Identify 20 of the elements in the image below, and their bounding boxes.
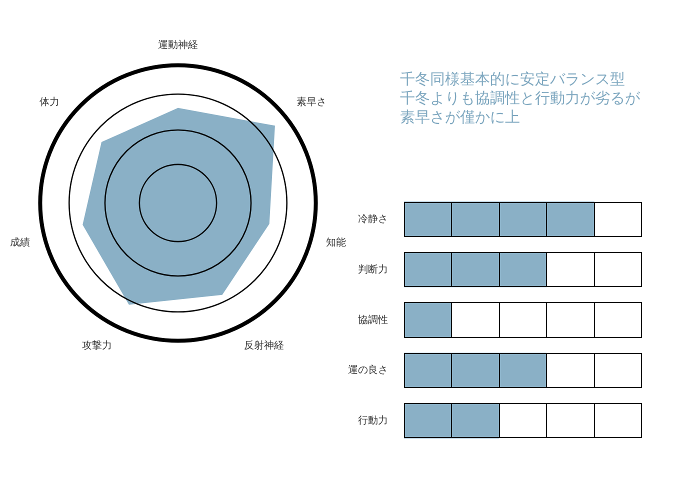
bar	[404, 403, 500, 438]
text: 千冬同様基本的に安定バランス型	[400, 70, 626, 89]
bar	[404, 302, 452, 338]
y-tick-label: 冷静さ	[358, 212, 388, 225]
spoke-label: 運動神経	[158, 38, 198, 51]
text: 千冬よりも協調性と行動力が劣るが	[400, 89, 640, 108]
y-tick-label: 行動力	[358, 414, 388, 427]
spoke-label: 反射神経	[244, 340, 284, 352]
text: 素早さが僅かに上	[400, 108, 521, 127]
bar	[404, 202, 594, 237]
y-tick-label: 協調性	[358, 314, 388, 326]
spoke-label: 知能	[326, 236, 346, 249]
spoke-label: 素早さ	[296, 96, 327, 108]
bar	[404, 252, 547, 288]
y-tick-label: 判断力	[358, 263, 388, 276]
spoke-label: 体力	[39, 96, 60, 108]
bar	[404, 352, 547, 388]
spoke-label: 攻撃力	[82, 340, 112, 352]
y-tick-label: 運の良さ	[348, 364, 388, 376]
spoke-label: 成績	[10, 236, 30, 249]
